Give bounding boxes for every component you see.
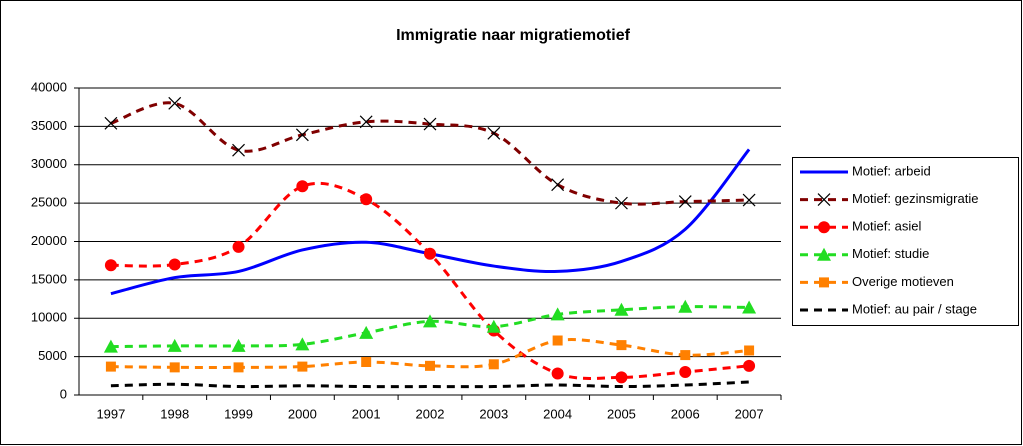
x-tick-label: 1998: [160, 406, 189, 421]
marker-square: [680, 350, 691, 361]
marker-square: [425, 360, 435, 371]
legend-label: Motief: au pair / stage: [852, 301, 977, 316]
marker-triangle: [742, 300, 757, 314]
marker-triangle: [678, 299, 693, 313]
marker-circle: [232, 240, 245, 253]
marker-x: [168, 96, 182, 110]
marker-circle: [551, 367, 564, 380]
marker-x: [423, 117, 437, 131]
legend-label: Motief: arbeid: [852, 163, 931, 178]
marker-triangle: [486, 319, 501, 333]
marker-triangle: [550, 307, 565, 321]
marker-square: [233, 362, 244, 373]
marker-x: [232, 143, 245, 157]
legend-label: Motief: asiel: [852, 219, 921, 234]
marker-square: [105, 361, 116, 372]
y-tick-label: 15000: [31, 271, 67, 286]
marker-square: [169, 362, 180, 373]
y-tick-label: 0: [60, 386, 67, 401]
marker-x: [104, 116, 118, 130]
y-tick-label: 5000: [38, 348, 67, 363]
marker-x: [678, 195, 692, 209]
y-tick-label: 25000: [31, 195, 67, 210]
marker-triangle: [614, 302, 629, 316]
marker-x: [295, 128, 309, 142]
x-tick-label: 2006: [671, 406, 700, 421]
x-tick-label: 2001: [352, 406, 381, 421]
marker-circle: [743, 359, 756, 372]
x-tick-label: 2000: [288, 406, 317, 421]
marker-circle: [360, 193, 373, 206]
marker-x: [487, 126, 501, 140]
y-tick-label: 30000: [31, 156, 67, 171]
x-tick-label: 2007: [735, 406, 764, 421]
marker-triangle: [103, 339, 118, 353]
marker-triangle: [423, 314, 437, 328]
y-tick-label: 10000: [31, 310, 67, 325]
marker-square: [361, 356, 372, 367]
x-tick-label: 2005: [607, 406, 636, 421]
marker-x: [615, 196, 628, 210]
legend-label: Motief: gezinsmigratie: [852, 191, 978, 206]
chart-title: Immigratie naar migratiemotief: [396, 27, 631, 44]
marker-x: [359, 115, 373, 129]
marker-circle: [818, 221, 830, 234]
marker-square: [297, 361, 308, 372]
x-tick-label: 2002: [416, 406, 445, 421]
marker-square: [616, 340, 627, 351]
marker-x: [817, 193, 831, 207]
marker-triangle: [295, 337, 310, 351]
marker-triangle: [231, 338, 246, 352]
marker-triangle: [167, 338, 182, 352]
x-tick-label: 2004: [543, 406, 572, 421]
x-tick-label: 1997: [96, 406, 125, 421]
y-tick-label: 35000: [31, 118, 67, 133]
y-tick-label: 20000: [31, 233, 67, 248]
marker-circle: [679, 365, 692, 378]
marker-x: [551, 178, 565, 192]
marker-square: [488, 359, 499, 370]
marker-circle: [296, 180, 309, 193]
y-tick-label: 40000: [31, 79, 67, 94]
legend-label: Overige motieven: [852, 274, 954, 289]
marker-square: [552, 335, 563, 346]
marker-square: [819, 277, 829, 288]
marker-triangle: [359, 325, 374, 339]
x-tick-label: 1999: [224, 406, 253, 421]
marker-square: [744, 345, 755, 356]
marker-circle: [168, 258, 181, 271]
legend-label: Motief: studie: [852, 246, 929, 261]
series-line: [110, 305, 750, 349]
marker-circle: [424, 247, 436, 260]
marker-x: [742, 193, 756, 207]
marker-circle: [104, 259, 117, 272]
marker-circle: [615, 371, 628, 384]
legend-box: [792, 157, 1019, 326]
x-tick-label: 2003: [479, 406, 508, 421]
marker-triangle: [817, 247, 831, 261]
